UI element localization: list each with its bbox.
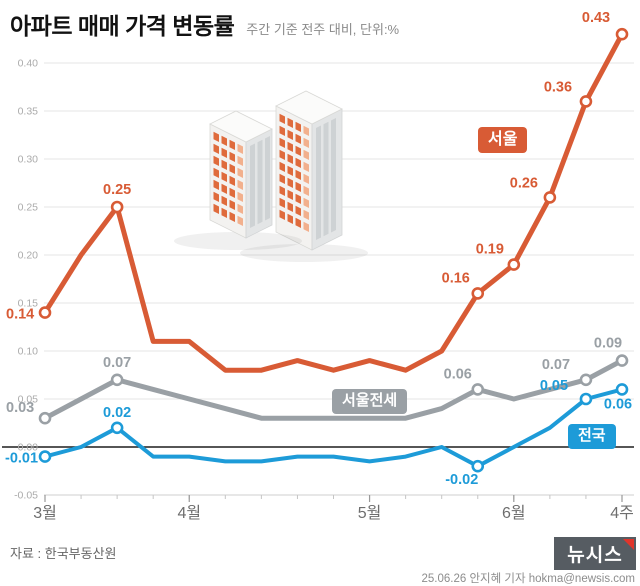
- svg-text:0.35: 0.35: [18, 106, 39, 118]
- point-label-jeonse: 0.09: [594, 336, 622, 352]
- marker-national: [38, 450, 52, 463]
- marker-national: [471, 459, 485, 473]
- svg-text:0.00: 0.00: [18, 442, 39, 454]
- point-label-seoul: 0.25: [103, 182, 131, 198]
- y-axis-labels: 0.40 0.35 0.30 0.25 0.20 0.15 0.10 0.05 0.00 -0.0…: [14, 58, 38, 502]
- byline-credit: 25.06.26 안지혜 기자 hokma@newsis.com: [421, 573, 635, 585]
- marker-seoul: [579, 95, 593, 108]
- svg-text:5월: 5월: [358, 504, 382, 522]
- x-axis: 3월 4월 5월 6월 4주: [33, 494, 634, 522]
- series-national: -0.01 0.02 -0.02 0.05 0.06: [5, 378, 632, 488]
- point-label-national: -0.01: [5, 451, 38, 467]
- marker-national: [110, 421, 124, 435]
- svg-text:-0.05: -0.05: [14, 490, 38, 502]
- svg-text:4주: 4주: [610, 505, 634, 522]
- point-label-seoul: 0.43: [582, 10, 610, 26]
- marker-seoul: [471, 287, 485, 300]
- svg-text:0.20: 0.20: [18, 250, 39, 262]
- marker-seoul: [110, 200, 124, 214]
- series-seoul: 0.14 0.25 0.16 0.19 0.26 0.36 0.43: [6, 10, 629, 373]
- point-label-seoul: 0.36: [544, 79, 572, 95]
- point-label-seoul: 0.16: [442, 270, 470, 286]
- point-label-jeonse: 0.07: [542, 357, 570, 373]
- marker-seoul: [543, 191, 557, 204]
- point-label-national: 0.02: [103, 405, 131, 421]
- point-label-jeonse: 0.03: [6, 400, 34, 416]
- marker-seoul: [38, 306, 52, 319]
- logo-text: 뉴시스: [567, 545, 623, 566]
- svg-text:0.15: 0.15: [18, 298, 39, 310]
- point-label-seoul: 0.26: [510, 175, 538, 191]
- point-label-national: 0.06: [604, 396, 632, 412]
- point-label-national: -0.02: [445, 472, 478, 488]
- header: 아파트 매매 가격 변동률 주간 기준 전주 대비, 단위:%: [10, 7, 399, 41]
- svg-text:6월: 6월: [502, 504, 526, 522]
- svg-text:0.10: 0.10: [18, 346, 39, 358]
- source-label: 자료 : 한국부동산원: [10, 546, 117, 561]
- marker-seoul: [507, 258, 521, 271]
- logo-red-accent-icon: [623, 539, 634, 550]
- svg-text:0.40: 0.40: [18, 58, 39, 70]
- point-label-seoul: 0.19: [476, 242, 504, 258]
- svg-text:4월: 4월: [177, 504, 201, 522]
- svg-text:0.25: 0.25: [18, 202, 39, 214]
- svg-text:0.30: 0.30: [18, 154, 39, 166]
- series-badge-seoul-jeonse: 서울전세: [332, 389, 408, 414]
- point-label-jeonse: 0.07: [103, 355, 131, 371]
- marker-jeonse: [615, 354, 629, 367]
- point-label-national: 0.05: [540, 378, 568, 394]
- point-label-seoul: 0.14: [6, 307, 34, 323]
- marker-jeonse: [471, 383, 485, 396]
- apartment-illustration: [174, 90, 368, 262]
- marker-jeonse: [110, 373, 124, 387]
- marker-national: [615, 383, 629, 396]
- marker-national: [579, 392, 593, 406]
- series-badge-seoul: 서울: [478, 127, 528, 154]
- svg-text:3월: 3월: [33, 504, 57, 522]
- series-badge-national: 전국: [568, 424, 616, 449]
- point-label-jeonse: 0.06: [444, 366, 472, 382]
- marker-seoul: [615, 27, 629, 41]
- marker-jeonse: [38, 411, 52, 425]
- series-jeonse: 0.03 0.07 0.06 0.07 0.09: [6, 336, 629, 425]
- page-title: 아파트 매매 가격 변동률: [10, 13, 235, 39]
- svg-text:0.05: 0.05: [18, 394, 39, 406]
- newsis-logo: 뉴시스: [554, 537, 636, 570]
- marker-jeonse: [579, 373, 593, 387]
- chart-subtitle: 주간 기준 전주 대비, 단위:%: [246, 22, 400, 37]
